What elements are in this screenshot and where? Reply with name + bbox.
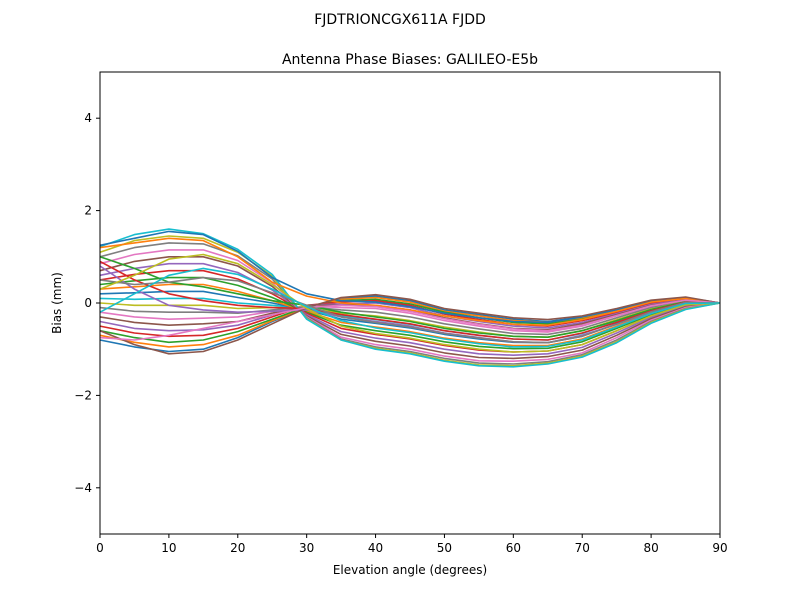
series-line-28 xyxy=(99,276,721,344)
x-tick-label: 20 xyxy=(230,541,245,555)
series-line-29 xyxy=(99,253,721,353)
x-tick-label: 30 xyxy=(299,541,314,555)
series-line-9 xyxy=(99,300,721,339)
x-tick-label: 0 xyxy=(96,541,104,555)
x-tick-label: 10 xyxy=(161,541,176,555)
y-tick-label: −2 xyxy=(74,388,92,402)
y-tick-label: 4 xyxy=(84,111,92,125)
series-line-21 xyxy=(99,230,721,324)
x-tick-label: 90 xyxy=(712,541,727,555)
y-tick-label: 0 xyxy=(84,296,92,310)
y-tick-label: −4 xyxy=(74,481,92,495)
x-tick-label: 80 xyxy=(643,541,658,555)
y-tick-label: 2 xyxy=(84,204,92,218)
y-axis: −4 −2 0 2 4 xyxy=(74,111,100,495)
series-line-26 xyxy=(99,293,721,355)
x-tick-label: 60 xyxy=(506,541,521,555)
series-line-23 xyxy=(99,256,721,339)
series-line-24 xyxy=(99,260,721,341)
series-line-4 xyxy=(99,298,721,338)
x-axis: 0 10 20 30 40 50 60 70 80 90 xyxy=(96,534,728,555)
y-axis-label: Bias (mm) xyxy=(50,272,64,334)
x-tick-label: 40 xyxy=(368,541,383,555)
series-line-5 xyxy=(99,298,721,332)
series-line-27 xyxy=(99,299,721,341)
series-line-12 xyxy=(99,283,720,347)
x-tick-label: 50 xyxy=(437,541,452,555)
series-line-18 xyxy=(99,242,721,365)
series-line-17 xyxy=(99,249,721,363)
series-line-15 xyxy=(99,262,721,357)
series-line-22 xyxy=(99,237,721,327)
series-line-8 xyxy=(99,300,721,336)
x-axis-label: Elevation angle (degrees) xyxy=(333,563,487,577)
figure-suptitle: FJDTRIONCGX611A FJDD xyxy=(314,12,486,28)
chart-title: Antenna Phase Biases: GALILEO-E5b xyxy=(282,52,538,68)
x-tick-label: 70 xyxy=(575,541,590,555)
series-line-20 xyxy=(99,228,721,368)
series-line-30 xyxy=(99,267,721,348)
plot-area xyxy=(100,72,720,534)
series-layer xyxy=(99,228,721,368)
series-line-16 xyxy=(99,255,721,360)
